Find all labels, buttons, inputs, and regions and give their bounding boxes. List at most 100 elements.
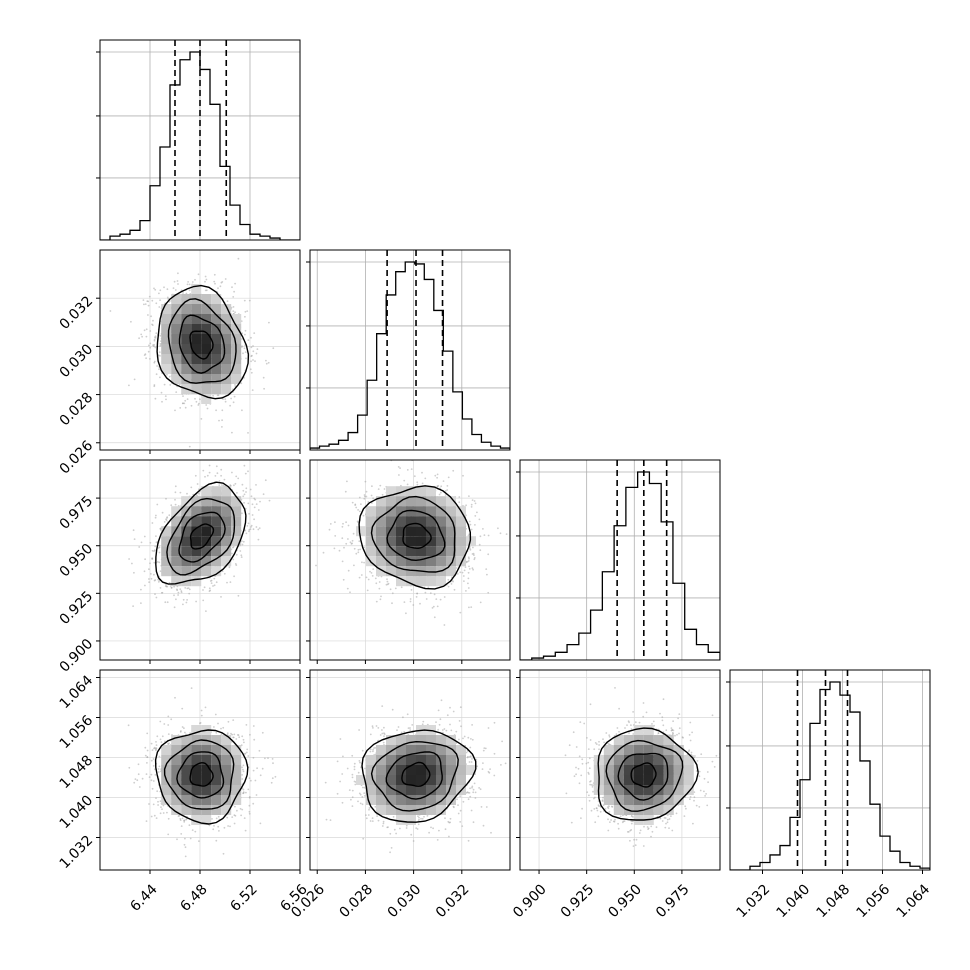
scatter-point	[467, 582, 469, 585]
scatter-point	[176, 280, 179, 282]
scatter-point	[221, 409, 224, 412]
scatter-point	[164, 395, 167, 397]
scatter-point	[415, 596, 418, 598]
scatter-point	[230, 397, 233, 400]
scatter-point	[156, 503, 159, 506]
scatter-point	[144, 558, 147, 561]
scatter-point	[435, 455, 437, 457]
density-cell	[171, 374, 182, 384]
scatter-point	[147, 314, 149, 316]
scatter-point	[249, 368, 252, 371]
scatter-point	[231, 431, 233, 434]
scatter-point	[200, 418, 203, 420]
scatter-point	[163, 383, 166, 386]
density-cell	[191, 566, 202, 577]
scatter-point	[220, 468, 223, 471]
density-cell	[211, 334, 222, 344]
contour-line	[178, 314, 226, 374]
scatter-point	[168, 375, 171, 378]
scatter-point	[224, 398, 227, 400]
scatter-point	[237, 477, 240, 480]
density-cell	[211, 486, 222, 497]
scatter-point	[473, 500, 476, 502]
scatter-point	[165, 583, 167, 586]
scatter-point	[409, 598, 412, 600]
scatter-point	[186, 398, 189, 400]
scatter-point	[259, 500, 261, 503]
scatter-point	[232, 545, 235, 548]
density-cell	[231, 354, 242, 364]
scatter-point	[155, 541, 158, 544]
scatter-point	[204, 280, 206, 283]
scatter-point	[487, 553, 490, 556]
scatter-point	[143, 354, 146, 356]
scatter-point	[234, 384, 236, 386]
scatter-point	[152, 319, 154, 322]
density-cell	[231, 324, 242, 334]
scatter-point	[204, 289, 207, 292]
scatter-point	[215, 581, 218, 584]
density-cell	[211, 536, 222, 547]
scatter-point	[355, 552, 358, 555]
scatter-point	[463, 569, 466, 572]
scatter-point	[203, 586, 206, 589]
scatter-point	[179, 588, 182, 591]
scatter-point	[205, 404, 208, 406]
scatter-point	[244, 315, 246, 318]
scatter-point	[241, 540, 243, 542]
density-cell	[191, 284, 202, 294]
grid	[310, 250, 510, 450]
density-cell	[221, 304, 232, 314]
scatter-point	[363, 497, 366, 500]
scatter-point	[424, 591, 427, 594]
scatter-point	[267, 361, 270, 364]
scatter-point	[342, 522, 344, 525]
density-cell	[211, 304, 222, 314]
scatter-point	[472, 568, 474, 571]
scatter-point	[462, 575, 465, 577]
scatter-point	[157, 581, 160, 583]
scatter-point	[251, 354, 253, 357]
scatter-point	[217, 287, 219, 290]
density-cell	[201, 536, 212, 547]
scatter-point	[223, 572, 226, 575]
density-cell	[211, 546, 222, 557]
scatter-point	[356, 520, 359, 523]
scatter-point	[159, 334, 162, 337]
scatter-point	[163, 286, 165, 289]
density-cell	[211, 384, 222, 394]
scatter-point	[220, 596, 222, 598]
scatter-point	[234, 282, 237, 285]
density-cell	[191, 354, 202, 364]
scatter-point	[221, 281, 224, 283]
scatter-point	[242, 489, 245, 492]
scatter-point	[153, 339, 156, 342]
scatter-point	[242, 352, 244, 355]
histogram-panel-2	[516, 459, 721, 661]
density-cell	[201, 294, 212, 304]
scatter-point	[158, 306, 161, 308]
scatter-point	[132, 605, 135, 607]
scatter-point	[213, 273, 216, 276]
scatter-point	[353, 547, 356, 550]
scatter-point	[237, 594, 240, 597]
scatter-point	[354, 504, 357, 506]
scatter-point	[206, 407, 209, 410]
scatter-point	[427, 586, 430, 589]
scatter-point	[198, 402, 200, 405]
scatter-point	[138, 337, 141, 340]
density-cell	[181, 374, 192, 384]
density-cell	[171, 324, 182, 334]
scatter-point	[179, 491, 182, 494]
density-cell	[201, 496, 212, 507]
scatter-point	[158, 561, 161, 564]
scatter-point	[341, 560, 344, 563]
scatter-point	[241, 409, 243, 412]
scatter-point	[342, 578, 345, 581]
contour-line	[189, 330, 214, 360]
scatter-point	[235, 553, 238, 556]
density-cell	[181, 566, 192, 577]
density-cell	[201, 556, 212, 567]
scatter-point	[149, 541, 152, 544]
scatter-point	[154, 593, 156, 595]
